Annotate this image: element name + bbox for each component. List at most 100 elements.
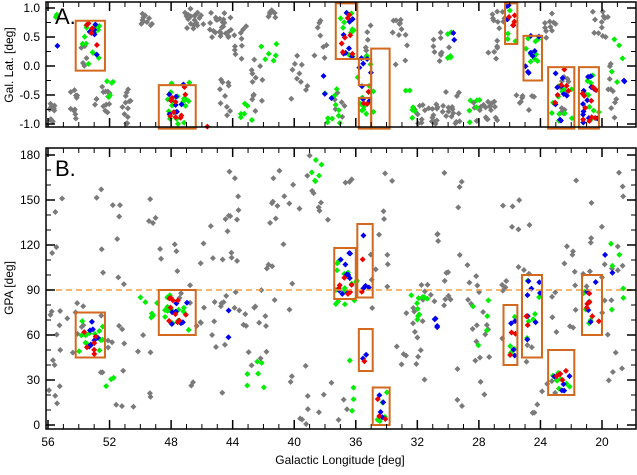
gray-point xyxy=(381,216,388,223)
gray-point xyxy=(69,349,76,356)
red-point xyxy=(558,81,565,88)
y-tick-label: 120 xyxy=(20,238,40,252)
gray-point xyxy=(78,323,85,330)
green-point xyxy=(504,36,511,43)
gray-point xyxy=(309,187,316,194)
gray-point xyxy=(418,116,425,123)
blue-point xyxy=(328,95,335,102)
gray-point xyxy=(485,49,492,56)
red-point xyxy=(344,15,351,22)
gray-point xyxy=(473,273,480,280)
gray-point xyxy=(74,300,81,307)
gray-point xyxy=(249,78,256,85)
gray-point xyxy=(447,296,454,303)
gray-point xyxy=(410,320,417,327)
green-point xyxy=(241,110,248,117)
green-point xyxy=(180,304,187,311)
green-point xyxy=(182,95,189,102)
green-point xyxy=(548,110,555,117)
gray-point xyxy=(438,49,445,56)
blue-point xyxy=(620,77,627,84)
region-box-b-8 xyxy=(520,274,543,359)
green-point xyxy=(334,267,341,274)
gray-point xyxy=(588,235,595,242)
green-point xyxy=(532,38,539,45)
gray-point xyxy=(516,197,523,204)
gray-point xyxy=(218,24,225,31)
blue-point xyxy=(508,320,515,327)
gray-point xyxy=(342,179,349,186)
gray-point xyxy=(272,215,279,222)
red-point xyxy=(559,376,566,383)
gray-point xyxy=(376,231,383,238)
red-point xyxy=(364,100,371,107)
gray-point xyxy=(526,221,533,228)
gray-point xyxy=(515,264,522,271)
green-point xyxy=(616,251,623,258)
x-tick-label: 48 xyxy=(164,435,178,449)
green-point xyxy=(148,310,155,317)
region-box-b-6 xyxy=(371,386,391,426)
region-box-a-9 xyxy=(547,66,576,130)
gray-point xyxy=(430,43,437,50)
gray-point xyxy=(207,20,214,27)
blue-point xyxy=(609,269,616,276)
gray-point xyxy=(421,376,428,383)
gray-point xyxy=(297,415,304,422)
panel-a-latitude: 1.0 0.5 0.0 -0.5 -1.0 A. Gal. Lat. [deg] xyxy=(2,1,637,131)
gray-point xyxy=(116,322,123,329)
gray-point xyxy=(425,105,432,112)
gray-point xyxy=(435,237,442,244)
green-point xyxy=(104,78,111,85)
gray-point xyxy=(303,420,310,427)
red-point xyxy=(565,87,572,94)
gray-point xyxy=(483,322,490,329)
green-point xyxy=(470,303,477,310)
gray-point xyxy=(219,389,226,396)
gray-point xyxy=(214,16,221,23)
gray-point xyxy=(456,251,463,258)
gray-point xyxy=(315,204,322,211)
gray-point xyxy=(289,66,296,73)
red-point xyxy=(170,109,177,116)
green-point xyxy=(272,52,279,59)
red-point xyxy=(347,32,354,39)
gray-point xyxy=(120,367,127,374)
x-tick-label: 40 xyxy=(288,435,302,449)
blue-point xyxy=(585,73,592,80)
red-point xyxy=(589,84,596,91)
gray-point xyxy=(609,369,616,376)
gray-point xyxy=(232,51,239,58)
blue-point xyxy=(183,299,190,306)
red-point xyxy=(177,114,184,121)
blue-point xyxy=(360,232,367,239)
green-point xyxy=(270,57,277,64)
gray-point xyxy=(267,219,274,226)
region-box-a-1 xyxy=(74,19,106,72)
green-point xyxy=(349,407,356,414)
red-point xyxy=(586,299,593,306)
gray-point xyxy=(389,29,396,36)
red-point xyxy=(89,25,96,32)
green-point xyxy=(258,359,265,366)
red-point xyxy=(524,322,531,329)
gray-point xyxy=(321,54,328,61)
gray-point xyxy=(499,202,506,209)
green-point xyxy=(169,102,176,109)
blue-point xyxy=(178,101,185,108)
gray-point xyxy=(219,256,226,263)
gray-point xyxy=(178,290,185,297)
gray-point xyxy=(228,249,235,256)
blue-point xyxy=(592,279,599,286)
gray-point xyxy=(226,168,233,175)
green-point xyxy=(466,107,473,114)
gray-point xyxy=(158,255,165,262)
gray-point xyxy=(56,322,63,329)
gray-point xyxy=(200,21,207,28)
gray-point xyxy=(434,231,441,238)
gray-point xyxy=(147,349,154,356)
gray-point xyxy=(419,318,426,325)
red-point xyxy=(589,313,596,320)
green-point xyxy=(614,79,621,86)
